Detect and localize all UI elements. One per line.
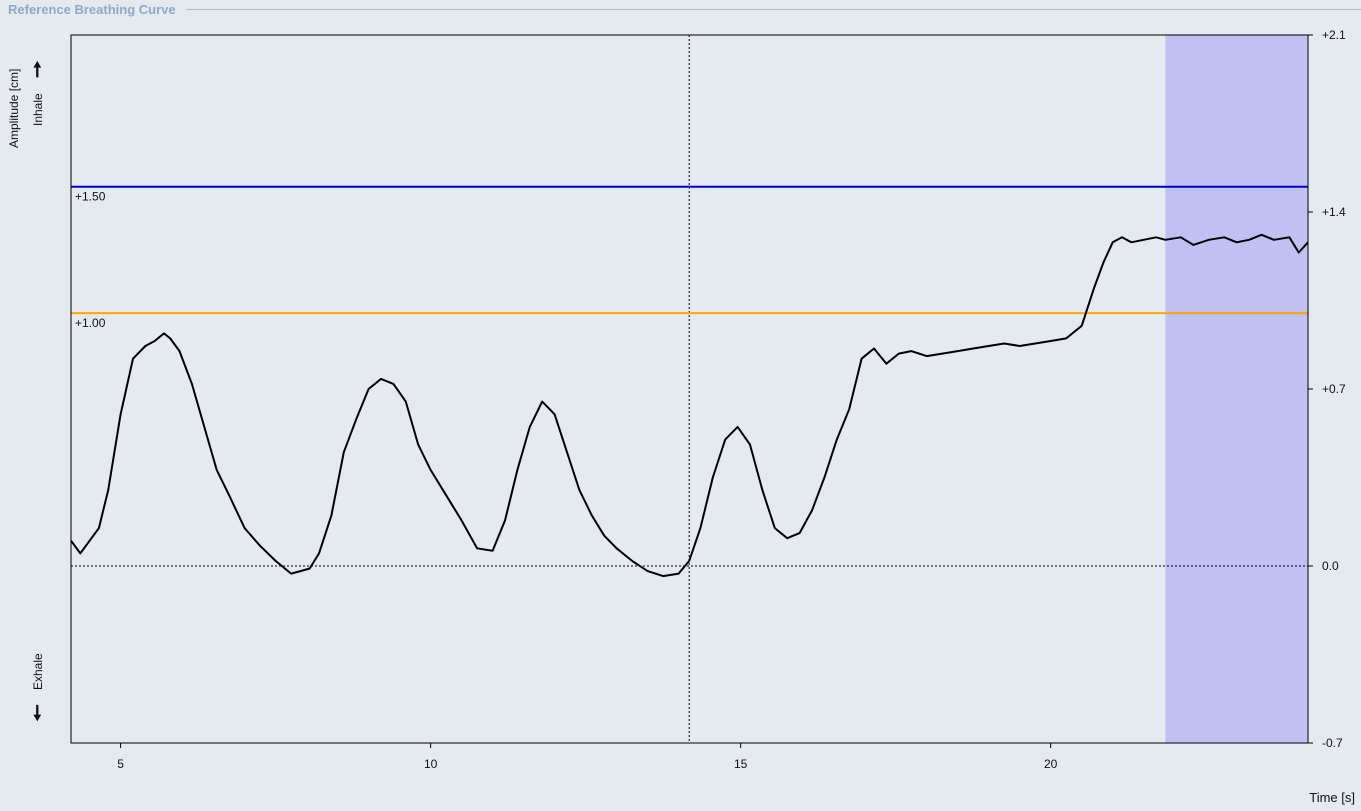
panel-header-rule xyxy=(186,9,1361,10)
x-tick-label: 10 xyxy=(424,757,438,771)
y-tick-label: -0.7 xyxy=(1322,736,1343,750)
up-arrow-icon: 🠕 xyxy=(33,59,42,81)
down-arrow-icon: 🠗 xyxy=(33,703,42,725)
y-tick-label: 0.0 xyxy=(1322,559,1339,573)
panel-header: Reference Breathing Curve xyxy=(0,0,1361,20)
x-tick-label: 5 xyxy=(117,757,124,771)
x-axis-title: Time [s] xyxy=(1309,790,1355,805)
threshold-label: +1.50 xyxy=(75,190,106,204)
x-tick-label: 15 xyxy=(734,757,748,771)
y-tick-label: +2.1 xyxy=(1322,28,1346,42)
breathing-curve xyxy=(70,233,1309,578)
highlight-region xyxy=(1165,35,1308,743)
y-tick-label: +1.4 xyxy=(1322,205,1346,219)
panel-title: Reference Breathing Curve xyxy=(8,2,176,17)
y-tick-label: +0.7 xyxy=(1322,382,1346,396)
threshold-label: +1.00 xyxy=(75,316,106,330)
x-tick-label: 20 xyxy=(1044,757,1058,771)
